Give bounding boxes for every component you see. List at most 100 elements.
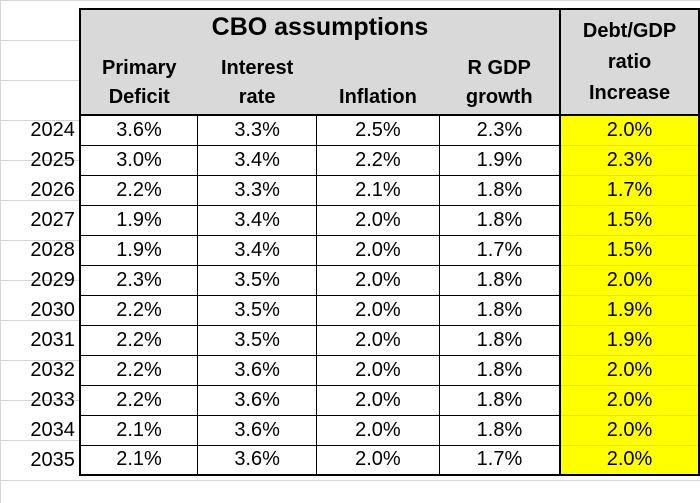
rgdp-growth-cell[interactable]: 1.9% <box>438 144 562 176</box>
debt-gdp-increase-cell[interactable]: 2.0% <box>559 384 700 416</box>
interest-rate-cell[interactable]: 3.5% <box>197 294 318 326</box>
inflation-cell[interactable]: 2.1% <box>316 174 440 206</box>
primary-deficit-cell[interactable]: 2.2% <box>78 354 199 386</box>
header-primary-deficit-line-1: Primary <box>102 57 177 79</box>
inflation-cell[interactable]: 2.0% <box>316 444 440 476</box>
interest-rate-cell[interactable]: 3.6% <box>197 444 318 476</box>
debt-gdp-increase-cell[interactable]: 2.0% <box>559 414 700 446</box>
table-row: 2035 2.1% 3.6% 2.0% 1.7% 2.0% <box>0 444 700 476</box>
debt-gdp-increase-cell[interactable]: 2.0% <box>559 444 700 476</box>
header-debt-gdp-line-3: Increase <box>588 81 671 104</box>
rgdp-growth-cell[interactable]: 2.3% <box>438 114 562 146</box>
rgdp-growth-cell[interactable]: 1.8% <box>438 414 562 446</box>
debt-gdp-increase-cell[interactable]: 2.0% <box>559 114 700 146</box>
inflation-cell[interactable]: 2.5% <box>316 114 440 146</box>
primary-deficit-cell[interactable]: 2.2% <box>78 294 199 326</box>
interest-rate-cell[interactable]: 3.6% <box>197 414 318 446</box>
debt-gdp-increase-cell[interactable]: 1.5% <box>559 204 700 236</box>
year-cell[interactable]: 2034 <box>30 418 75 441</box>
interest-rate-cell[interactable]: 3.3% <box>197 174 318 206</box>
rgdp-growth-cell[interactable]: 1.7% <box>438 234 562 266</box>
header-interest-rate-line-2: rate <box>238 86 276 108</box>
table-row: 2030 2.2% 3.5% 2.0% 1.8% 1.9% <box>0 294 700 326</box>
year-cell[interactable]: 2030 <box>30 298 75 321</box>
rgdp-growth-cell[interactable]: 1.8% <box>438 384 562 416</box>
primary-deficit-cell[interactable]: 1.9% <box>78 204 199 236</box>
rgdp-growth-cell[interactable]: 1.8% <box>438 174 562 206</box>
cbo-assumptions-table: CBO assumptions Debt/GDP ratio Increase … <box>0 8 700 476</box>
inflation-cell[interactable]: 2.0% <box>316 264 440 296</box>
title-row: CBO assumptions Debt/GDP ratio Increase <box>0 8 700 116</box>
interest-rate-cell[interactable]: 3.5% <box>197 264 318 296</box>
inflation-cell[interactable]: 2.0% <box>316 324 440 356</box>
interest-rate-cell[interactable]: 3.4% <box>197 234 318 266</box>
table-row: 2026 2.2% 3.3% 2.1% 1.8% 1.7% <box>0 174 700 206</box>
blank-corner-cell[interactable] <box>0 9 80 45</box>
table-row: 2032 2.2% 3.6% 2.0% 1.8% 2.0% <box>0 354 700 386</box>
interest-rate-cell[interactable]: 3.3% <box>197 114 318 146</box>
header-inflation[interactable]: Inflation <box>316 45 440 116</box>
interest-rate-cell[interactable]: 3.4% <box>197 144 318 176</box>
interest-rate-cell[interactable]: 3.5% <box>197 324 318 356</box>
inflation-cell[interactable]: 2.0% <box>316 384 440 416</box>
interest-rate-cell[interactable]: 3.6% <box>197 354 318 386</box>
interest-rate-cell[interactable]: 3.6% <box>197 384 318 416</box>
inflation-cell[interactable]: 2.0% <box>316 204 440 236</box>
year-cell[interactable]: 2029 <box>30 268 75 291</box>
primary-deficit-cell[interactable]: 2.3% <box>78 264 199 296</box>
table-row: 2034 2.1% 3.6% 2.0% 1.8% 2.0% <box>0 414 700 446</box>
debt-gdp-increase-cell[interactable]: 1.9% <box>559 294 700 326</box>
inflation-cell[interactable]: 2.0% <box>316 294 440 326</box>
primary-deficit-cell[interactable]: 3.6% <box>78 114 199 146</box>
year-cell[interactable]: 2025 <box>30 148 75 171</box>
rgdp-growth-cell[interactable]: 1.8% <box>438 324 562 356</box>
inflation-cell[interactable]: 2.0% <box>316 234 440 266</box>
data-rows: 2024 3.6% 3.3% 2.5% 2.3% 2.0% 2025 3.0% … <box>0 114 700 476</box>
interest-rate-cell[interactable]: 3.4% <box>197 204 318 236</box>
table-row: 2028 1.9% 3.4% 2.0% 1.7% 1.5% <box>0 234 700 266</box>
rgdp-growth-cell[interactable]: 1.8% <box>438 294 562 326</box>
primary-deficit-cell[interactable]: 1.9% <box>78 234 199 266</box>
header-rgdp-growth-line-2: growth <box>465 86 533 108</box>
header-row: Primary Deficit Interest rate Inflation … <box>0 45 699 116</box>
primary-deficit-cell[interactable]: 2.1% <box>78 444 199 476</box>
header-debt-gdp[interactable]: Debt/GDP ratio Increase <box>559 8 700 116</box>
year-cell[interactable]: 2027 <box>30 208 75 231</box>
rgdp-growth-cell[interactable]: 1.8% <box>438 264 562 296</box>
header-debt-gdp-line-1: Debt/GDP <box>582 19 677 42</box>
inflation-cell[interactable]: 2.2% <box>316 144 440 176</box>
debt-gdp-increase-cell[interactable]: 2.0% <box>559 354 700 386</box>
debt-gdp-increase-cell[interactable]: 2.0% <box>559 264 700 296</box>
year-cell[interactable]: 2033 <box>30 388 75 411</box>
blank-header-cell[interactable] <box>0 45 80 115</box>
inflation-cell[interactable]: 2.0% <box>316 414 440 446</box>
table-title[interactable]: CBO assumptions <box>78 8 562 45</box>
primary-deficit-cell[interactable]: 2.1% <box>78 414 199 446</box>
year-cell[interactable]: 2026 <box>30 178 75 201</box>
header-interest-rate-line-1: Interest <box>220 57 294 79</box>
header-rgdp-growth[interactable]: R GDP growth <box>439 45 562 116</box>
year-cell[interactable]: 2024 <box>30 118 75 141</box>
rgdp-growth-cell[interactable]: 1.8% <box>438 204 562 236</box>
primary-deficit-cell[interactable]: 2.2% <box>78 384 199 416</box>
rgdp-growth-cell[interactable]: 1.8% <box>438 354 562 386</box>
primary-deficit-cell[interactable]: 2.2% <box>78 324 199 356</box>
primary-deficit-cell[interactable]: 2.2% <box>78 174 199 206</box>
year-cell[interactable]: 2035 <box>30 448 75 471</box>
debt-gdp-increase-cell[interactable]: 1.5% <box>559 234 700 266</box>
year-cell[interactable]: 2032 <box>30 358 75 381</box>
inflation-cell[interactable]: 2.0% <box>316 354 440 386</box>
header-debt-gdp-line-2: ratio <box>607 50 652 73</box>
header-interest-rate[interactable]: Interest rate <box>197 45 317 116</box>
table-row: 2027 1.9% 3.4% 2.0% 1.8% 1.5% <box>0 204 700 236</box>
debt-gdp-increase-cell[interactable]: 1.7% <box>559 174 700 206</box>
year-cell[interactable]: 2028 <box>30 238 75 261</box>
table-row: 2031 2.2% 3.5% 2.0% 1.8% 1.9% <box>0 324 700 356</box>
year-cell[interactable]: 2031 <box>30 328 75 351</box>
debt-gdp-increase-cell[interactable]: 1.9% <box>559 324 700 356</box>
rgdp-growth-cell[interactable]: 1.7% <box>438 444 562 476</box>
table-row: 2033 2.2% 3.6% 2.0% 1.8% 2.0% <box>0 384 700 416</box>
primary-deficit-cell[interactable]: 3.0% <box>78 144 199 176</box>
header-primary-deficit[interactable]: Primary Deficit <box>78 45 198 116</box>
debt-gdp-increase-cell[interactable]: 2.3% <box>559 144 700 176</box>
